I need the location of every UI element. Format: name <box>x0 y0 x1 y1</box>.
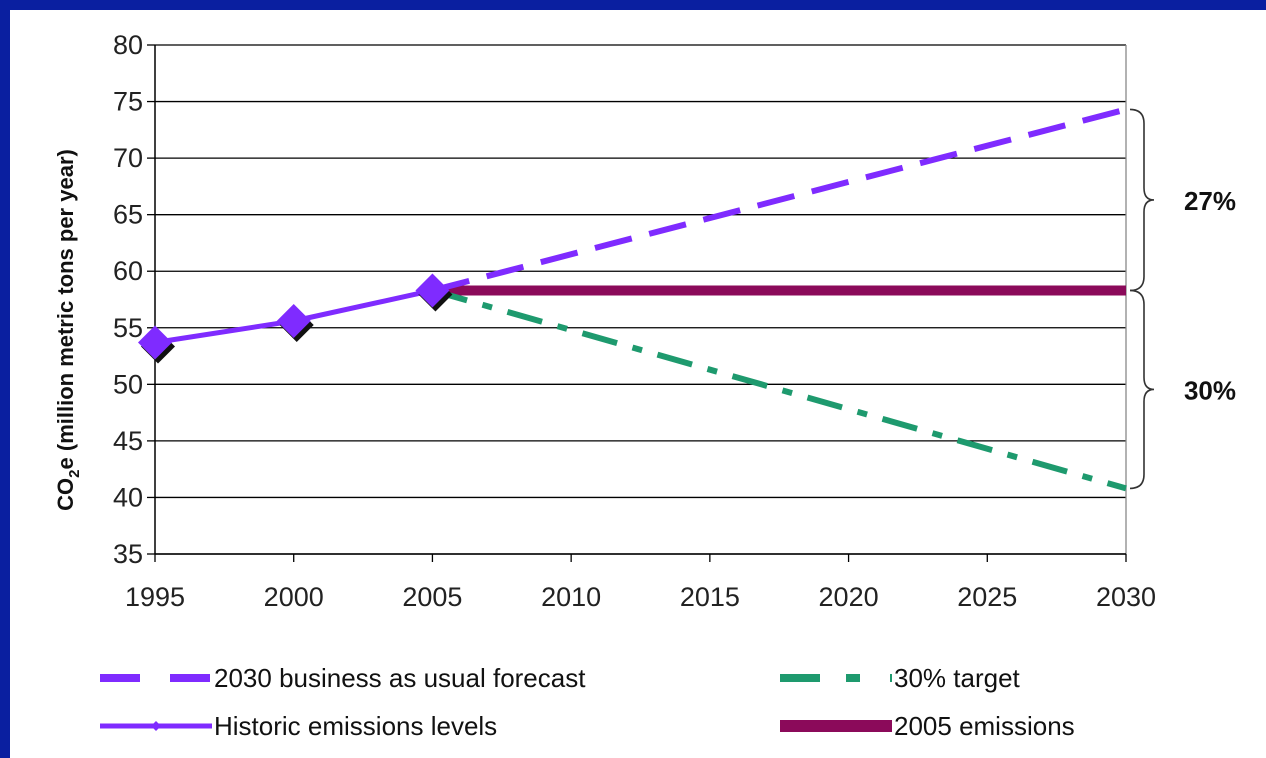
y-tick-label: 65 <box>113 200 143 230</box>
y-tick-label: 35 <box>113 539 143 569</box>
x-tick-label: 2000 <box>264 582 324 612</box>
series-line-30-target <box>431 287 1127 492</box>
y-axis-label: CO2e (million metric tons per year) <box>53 149 83 511</box>
legend-label: 2005 emissions <box>894 711 1075 741</box>
annotations: 27% 30% <box>1129 108 1236 490</box>
x-tick-label: 2020 <box>819 582 879 612</box>
y-tick-label: 55 <box>113 313 143 343</box>
x-tick-label: 1995 <box>125 582 185 612</box>
axes: 35 40 45 50 55 60 65 70 75 80 1995 2000 2005 2010 2015… <box>113 30 1156 612</box>
data-point <box>138 325 172 360</box>
emissions-chart: 35 40 45 50 55 60 65 70 75 80 1995 2000 2005 2010 2015… <box>53 30 1236 741</box>
chart-panel: 35 40 45 50 55 60 65 70 75 80 1995 2000 2005 2010 2015… <box>10 10 1266 758</box>
x-tick-label: 2025 <box>957 582 1017 612</box>
legend-marker <box>151 721 161 731</box>
y-tick-label: 75 <box>113 87 143 117</box>
annotation-label: 30% <box>1184 375 1236 405</box>
y-tick-label: 45 <box>113 426 143 456</box>
legend: 2030 business as usual forecast 30% targe… <box>100 663 1075 741</box>
x-tick-label: 2010 <box>541 582 601 612</box>
gridlines <box>155 44 1126 555</box>
y-tick-label: 40 <box>113 482 143 512</box>
x-tick-label: 2015 <box>680 582 740 612</box>
x-tick-label: 2030 <box>1096 582 1156 612</box>
annotation-label: 27% <box>1184 186 1236 216</box>
data-point <box>415 273 450 308</box>
y-tick-label: 80 <box>113 30 143 60</box>
brace-0 <box>1129 108 1155 292</box>
brace-1 <box>1129 289 1155 490</box>
legend-label: 2030 business as usual forecast <box>214 663 586 693</box>
series-line-2030-business-as-usual-forecast <box>431 106 1127 294</box>
series-lines <box>138 106 1127 492</box>
data-point <box>276 303 311 338</box>
legend-label: Historic emissions levels <box>214 711 497 741</box>
x-tick-label: 2005 <box>402 582 462 612</box>
y-tick-label: 60 <box>113 256 143 286</box>
y-tick-label: 50 <box>113 369 143 399</box>
legend-label: 30% target <box>894 663 1021 693</box>
y-tick-label: 70 <box>113 143 143 173</box>
